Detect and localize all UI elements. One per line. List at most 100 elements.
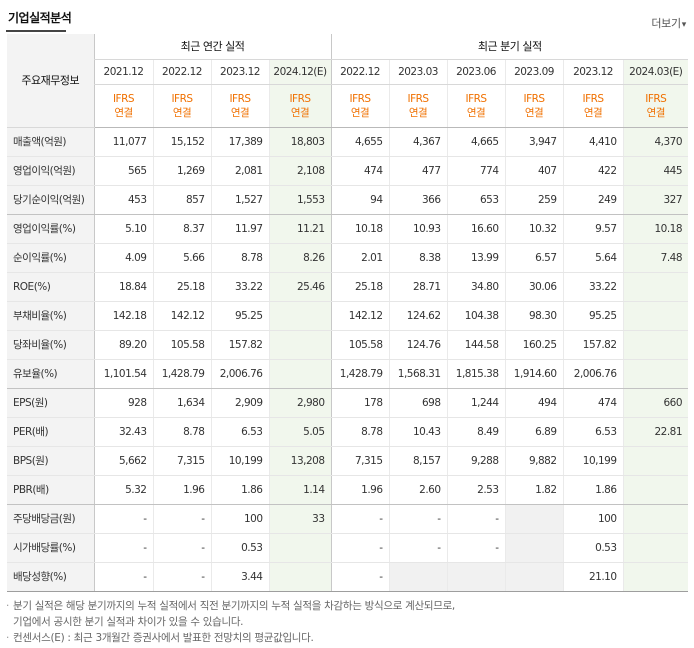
table-cell: 1.86 xyxy=(210,475,269,505)
table-cell: 2,980 xyxy=(268,388,332,418)
table-cell: 30.06 xyxy=(504,272,564,302)
table-cell: 4,655 xyxy=(330,127,390,157)
row-label: 부채비율(%) xyxy=(7,301,94,331)
table-cell: 1,428.79 xyxy=(330,359,390,389)
table-cell: 474 xyxy=(562,388,624,418)
table-cell: 13.99 xyxy=(446,243,506,273)
table-cell: 445 xyxy=(622,156,689,186)
accounting-standard-header: IFRS 연결 xyxy=(622,84,689,128)
table-cell: 142.12 xyxy=(152,301,211,331)
table-cell: 2,006.76 xyxy=(210,359,269,389)
table-cell: 5.64 xyxy=(562,243,624,273)
table-row: 시가배당률(%) - -0.53- - -0.53 xyxy=(7,533,689,563)
table-cell: 2,909 xyxy=(210,388,269,418)
table-row: PBR(배) 5.32 1.96 1.86 1.14 1.96 2.60 2.53 1.82 1.… xyxy=(7,475,689,505)
row-label: EPS(원) xyxy=(7,388,94,418)
table-row: BPS(원) 5,662 7,315 10,199 13,208 7,315 8,157 9,… xyxy=(7,446,689,476)
table-cell: 327 xyxy=(622,185,689,215)
table-cell: 9,882 xyxy=(504,446,564,476)
table-row: 유보율(%) 1,101.54 1,428.79 2,006.76 1,428.79 1,… xyxy=(7,359,689,389)
period-header: 2024.12(E) xyxy=(268,59,332,85)
table-cell: 124.76 xyxy=(388,330,448,360)
table-cell: 16.60 xyxy=(446,214,506,244)
table-cell: 11,077 xyxy=(93,127,153,157)
accounting-standard: IFRS xyxy=(112,92,135,105)
table-cell: 5.10 xyxy=(93,214,153,244)
table-cell: 33 xyxy=(268,504,332,534)
table-cell: 0.53 xyxy=(210,533,269,563)
table-cell: 9,288 xyxy=(446,446,506,476)
table-cell: 494 xyxy=(504,388,564,418)
table-cell: 32.43 xyxy=(93,417,153,447)
table-cell: 95.25 xyxy=(210,301,269,331)
table-cell: 2,006.76 xyxy=(562,359,624,389)
table-cell: 142.12 xyxy=(330,301,390,331)
table-cell: 89.20 xyxy=(93,330,153,360)
table-cell xyxy=(446,562,506,592)
period-header: 2023.12 xyxy=(210,59,269,85)
table-cell: 6.53 xyxy=(210,417,269,447)
table-cell: 2.01 xyxy=(330,243,390,273)
table-cell: - xyxy=(388,504,448,534)
table-cell: 4,410 xyxy=(562,127,624,157)
table-cell: 1.96 xyxy=(152,475,211,505)
table-cell: 178 xyxy=(330,388,390,418)
table-body: 매출액(억원) 11,077 15,152 17,389 18,803 4,655 4,36… xyxy=(7,127,689,592)
table-cell: 4.09 xyxy=(93,243,153,273)
section-title: 기업실적분석 xyxy=(8,11,72,25)
table-cell: 142.18 xyxy=(93,301,153,331)
label-column-header: 주요재무정보 xyxy=(7,34,94,128)
accounting-standard: IFRS xyxy=(289,92,311,105)
table-cell: 10.43 xyxy=(388,417,448,447)
table-cell: 6.57 xyxy=(504,243,564,273)
table-cell: - xyxy=(93,504,153,534)
table-cell xyxy=(622,330,689,360)
table-cell xyxy=(268,562,332,592)
table-cell: - xyxy=(330,562,390,592)
table-cell: 3.44 xyxy=(210,562,269,592)
accounting-header-row: IFRS 연결 IFRS 연결 IFRS 연결 IFRS 연결 IFRS 연결 IFRS 연결 IFRS… xyxy=(7,84,689,128)
table-cell: 100 xyxy=(210,504,269,534)
consolidation-type: 연결 xyxy=(466,106,486,119)
group-header-row: 주요재무정보 최근 연간 실적 최근 분기 실적 xyxy=(7,34,689,128)
annual-group-header: 최근 연간 실적 xyxy=(93,34,332,60)
table-cell: - xyxy=(446,504,506,534)
accounting-standard-header: IFRS 연결 xyxy=(504,84,564,128)
more-button[interactable]: 더보기▾ xyxy=(651,15,686,31)
table-cell: 144.58 xyxy=(446,330,506,360)
table-cell xyxy=(268,330,332,360)
footnotes: · 분기 실적은 해당 분기까지의 누적 실적에서 직전 분기까지의 누적 실적을… xyxy=(6,598,687,646)
consolidation-type: 연결 xyxy=(230,106,250,119)
table-cell: 11.21 xyxy=(268,214,332,244)
quarter-group-header: 최근 분기 실적 xyxy=(330,34,689,60)
table-cell: 25.46 xyxy=(268,272,332,302)
table-cell: 6.89 xyxy=(504,417,564,447)
period-header: 2023.06 xyxy=(446,59,506,85)
footnote: · 분기 실적은 해당 분기까지의 누적 실적에서 직전 분기까지의 누적 실적을… xyxy=(6,600,455,612)
table-cell: 11.97 xyxy=(210,214,269,244)
table-cell xyxy=(268,359,332,389)
table-cell: 15,152 xyxy=(152,127,211,157)
table-cell: 8.78 xyxy=(330,417,390,447)
table-cell: 7.48 xyxy=(622,243,689,273)
financial-summary-table: 주요재무정보 최근 연간 실적 최근 분기 실적 2021.12 2022.12 2… xyxy=(7,34,689,592)
more-label: 더보기 xyxy=(651,17,681,30)
table-cell: 1.86 xyxy=(562,475,624,505)
table-cell: 1,428.79 xyxy=(152,359,211,389)
table-cell xyxy=(504,504,564,534)
table-cell: 22.81 xyxy=(622,417,689,447)
table-cell: - xyxy=(446,533,506,563)
table-row: 순이익률(%) 4.09 5.66 8.78 8.26 2.01 8.38 13.99 6.57… xyxy=(7,243,689,273)
table-cell xyxy=(622,533,689,563)
table-cell: - xyxy=(93,533,153,563)
table-cell: 2.53 xyxy=(446,475,506,505)
footnote: 기업에서 공시한 분기 실적과 차이가 있을 수 있습니다. xyxy=(13,616,244,628)
row-label: PER(배) xyxy=(7,417,94,447)
table-row: 부채비율(%) 142.18 142.12 95.25 142.12 124.62 104.… xyxy=(7,301,689,331)
table-cell: 7,315 xyxy=(330,446,390,476)
period-header: 2024.03(E) xyxy=(622,59,689,85)
consolidation-type: 연결 xyxy=(524,106,544,119)
row-label: 당좌비율(%) xyxy=(7,330,94,360)
table-cell: 5.66 xyxy=(152,243,211,273)
table-cell: 95.25 xyxy=(562,301,624,331)
